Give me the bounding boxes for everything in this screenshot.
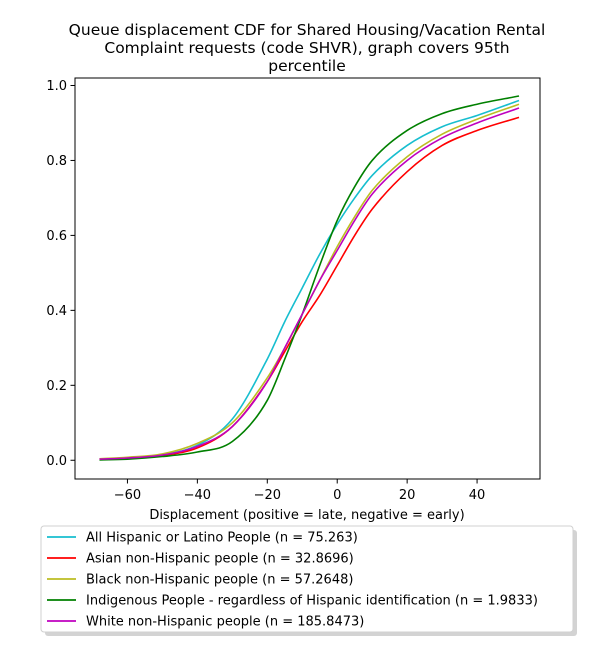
legend-label-1: All Hispanic or Latino People (n = 75.26… [86, 531, 358, 546]
x-tick-label: −40 [184, 488, 211, 503]
y-tick-label: 0.0 [46, 454, 67, 469]
y-tick-label: 0.8 [46, 154, 67, 169]
y-tick-label: 1.0 [46, 79, 67, 94]
y-tick-label: 0.4 [46, 304, 67, 319]
x-tick-label: −20 [254, 488, 281, 503]
legend-label-5: White non-Hispanic people (n = 185.8473) [86, 615, 364, 630]
x-tick-label: −60 [114, 488, 141, 503]
plot-area: −60 −40 −20 0 20 40 0.0 0.2 0.4 0.6 0.8 1.0 [46, 77, 541, 503]
plot-frame [74, 77, 541, 480]
y-axis-ticks: 0.0 0.2 0.4 0.6 0.8 1.0 [46, 79, 75, 469]
legend-label-2: Asian non-Hispanic people (n = 32.8696) [86, 552, 354, 567]
legend-items: All Hispanic or Latino People (n = 75.26… [47, 531, 538, 630]
y-tick-label: 0.6 [46, 229, 67, 244]
chart-title-line-2: Complaint requests (code SHVR), graph co… [104, 39, 509, 57]
series-line-4 [99, 95, 520, 461]
chart-title: Queue displacement CDF for Shared Housin… [69, 21, 546, 75]
x-tick-label: 40 [469, 488, 486, 503]
series-line-1 [99, 99, 520, 460]
x-tick-label: 20 [399, 488, 416, 503]
chart-title-line-1: Queue displacement CDF for Shared Housin… [69, 21, 546, 39]
series-line-3 [99, 103, 520, 460]
series-line-5 [99, 107, 520, 460]
chart-title-line-3: percentile [268, 57, 346, 75]
legend-box [40, 525, 574, 633]
x-axis-label: Displacement (positive = late, negative … [149, 508, 464, 523]
series-lines [99, 95, 520, 461]
y-tick-label: 0.2 [46, 379, 67, 394]
series-line-2 [99, 116, 520, 460]
x-tick-label: 0 [333, 488, 341, 503]
x-axis-ticks: −60 −40 −20 0 20 40 [114, 479, 486, 503]
legend: All Hispanic or Latino People (n = 75.26… [40, 525, 577, 636]
legend-label-4: Indigenous People - regardless of Hispan… [86, 594, 538, 609]
legend-label-3: Black non-Hispanic people (n = 57.2648) [86, 573, 353, 588]
